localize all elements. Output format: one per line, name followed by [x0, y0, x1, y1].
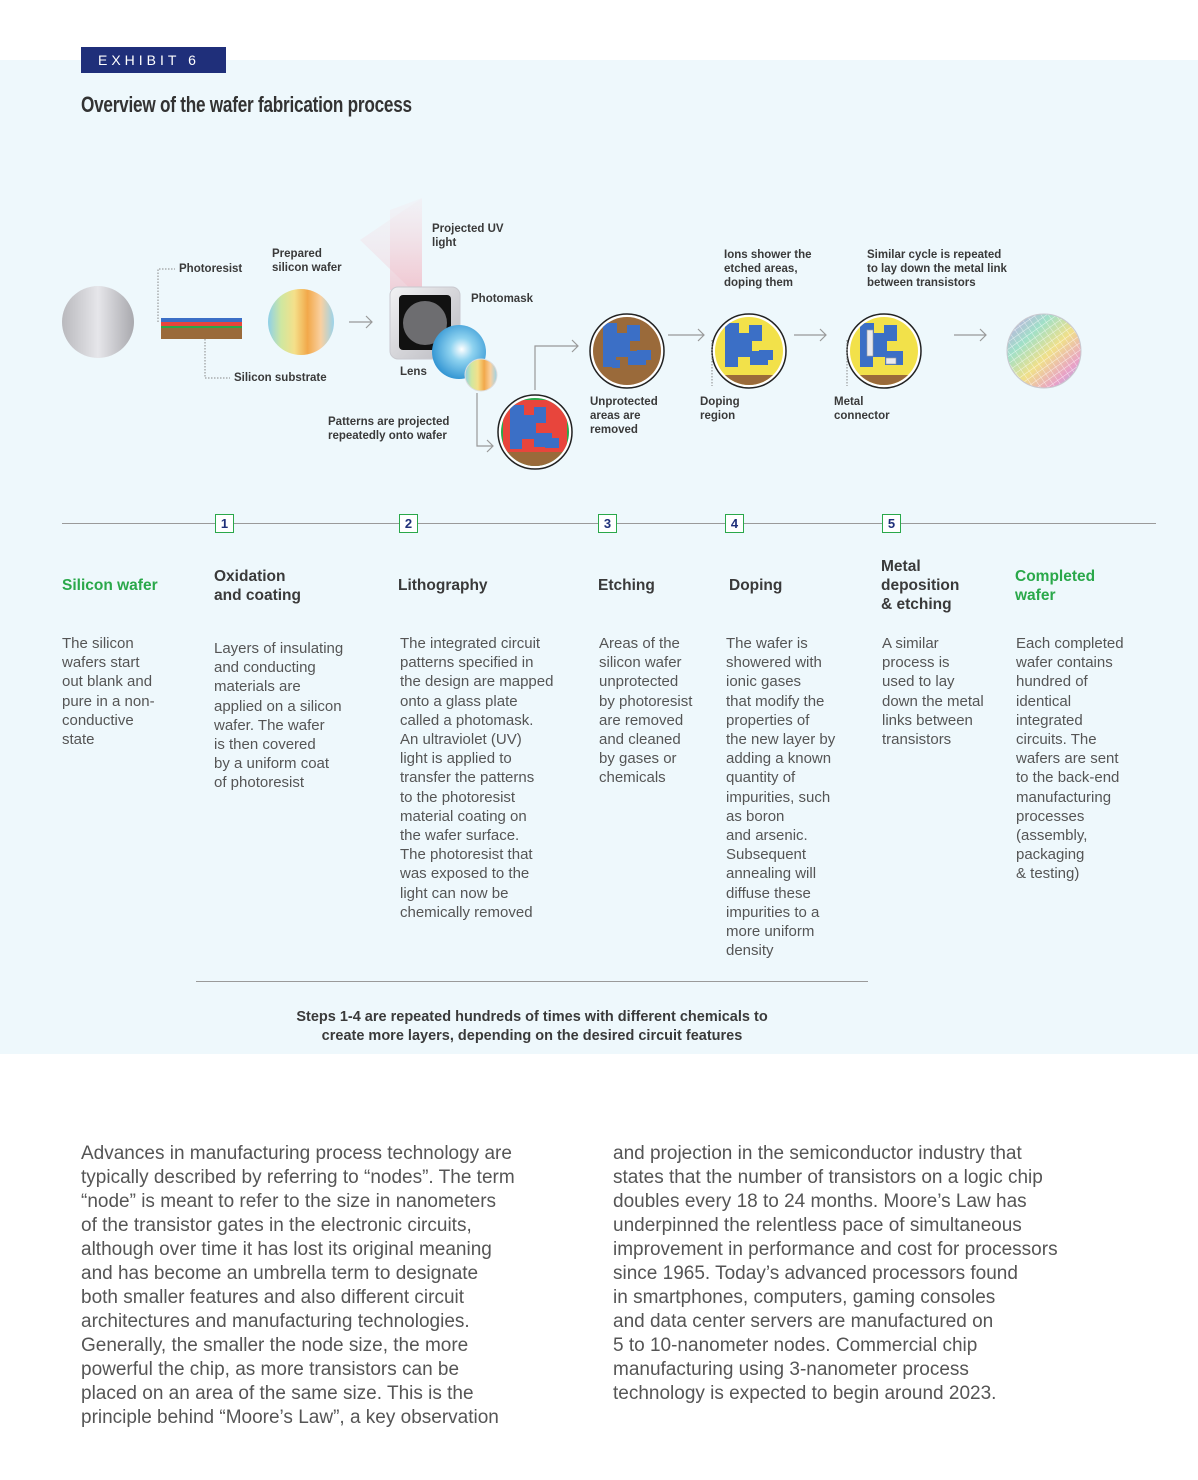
step-number-3: 3 [598, 514, 617, 533]
step-desc-lithography: The integrated circuit patterns specifie… [400, 635, 554, 921]
exhibit-tag: EXHIBIT 6 [81, 47, 226, 73]
body-column-2: and projection in the semiconductor indu… [613, 1143, 1058, 1404]
label-photoresist: Photoresist [179, 263, 243, 275]
blank-wafer [62, 286, 134, 358]
photomask-icon [389, 286, 461, 360]
wafer-layer-stack [161, 318, 242, 339]
label-similar-cycle: Similar cycle is repeated to lay down th… [867, 249, 1007, 289]
exhibit-title: Overview of the wafer fabrication proces… [81, 92, 412, 117]
step-title-doping: Doping [729, 577, 783, 594]
body-column-1: Advances in manufacturing process techno… [81, 1143, 515, 1428]
step-title-oxidation: Oxidation and coating [214, 568, 301, 604]
step-title-etching: Etching [598, 577, 655, 594]
steps-repeat-note: Steps 1-4 are repeated hundreds of times… [296, 1009, 768, 1044]
label-metal-connector: Metal connector [834, 396, 890, 422]
step-title-metal-deposition: Metal deposition & etching [881, 558, 960, 613]
label-photomask: Photomask [471, 293, 533, 305]
step-desc-etching: Areas of the silicon wafer unprotected b… [599, 635, 693, 787]
wafer-process-diagram [62, 198, 1082, 470]
step-desc-doping: The wafer is showered with ionic gases t… [726, 635, 836, 960]
label-ions-shower: Ions shower the etched areas, doping the… [724, 249, 812, 289]
label-patterns-projected: Patterns are projected repeatedly onto w… [328, 416, 450, 442]
step-number-5: 5 [882, 514, 901, 533]
step-title-silicon-wafer: Silicon wafer [62, 577, 158, 594]
prepared-wafer [268, 289, 334, 355]
label-unprotected-removed: Unprotected areas are removed [590, 396, 658, 436]
step-desc-silicon-wafer: The silicon wafers start out blank and p… [62, 635, 155, 749]
etched-wafer [589, 313, 665, 389]
completed-wafer [1006, 313, 1082, 389]
step-number-4: 4 [725, 514, 744, 533]
small-wafer-icon [464, 358, 498, 392]
label-prepared-wafer: Prepared silicon wafer [272, 248, 342, 274]
label-lens: Lens [400, 366, 427, 378]
step-title-completed-wafer: Completed wafer [1015, 568, 1096, 604]
label-projected-uv: Projected UV light [432, 223, 504, 249]
step-desc-metal-deposition: A similar process is used to lay down th… [882, 635, 984, 749]
step-number-1: 1 [215, 514, 234, 533]
label-silicon-substrate: Silicon substrate [234, 372, 327, 384]
patterned-wafer [497, 394, 573, 470]
label-doping-region: Doping region [700, 396, 740, 422]
steps-divider [196, 981, 868, 982]
step-desc-oxidation: Layers of insulating and conducting mate… [214, 640, 344, 792]
exhibit-panel [0, 60, 1198, 1054]
metal-deposition-wafer [846, 313, 922, 389]
step-title-lithography: Lithography [398, 577, 488, 594]
step-number-2: 2 [399, 514, 418, 533]
doped-wafer [711, 313, 787, 389]
step-desc-completed-wafer: Each completed wafer contains hundred of… [1016, 635, 1124, 883]
